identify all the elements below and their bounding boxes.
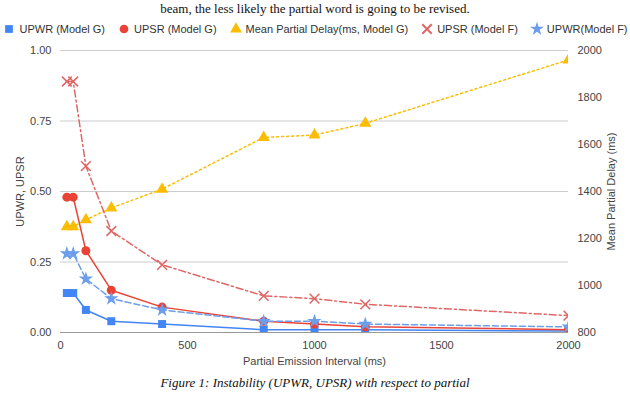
svg-text:Partial Emission Interval (ms): Partial Emission Interval (ms) [243, 355, 386, 367]
svg-text:0.00: 0.00 [30, 326, 51, 338]
svg-text:2000: 2000 [556, 339, 580, 351]
html-text:Mean Partial Delay(ms, Model G: Mean Partial Delay(ms, Model G) [245, 23, 409, 35]
html-text:beam, the less likely the part: beam, the less likely the partial word i… [160, 1, 470, 16]
svg-text:1800: 1800 [578, 91, 602, 103]
svg-text:500: 500 [178, 339, 196, 351]
svg-text:800: 800 [578, 326, 596, 338]
html-text:UPWR (Model G): UPWR (Model G) [19, 23, 105, 35]
svg-text:1000: 1000 [302, 339, 326, 351]
svg-text:1200: 1200 [578, 232, 602, 244]
svg-text:1400: 1400 [578, 185, 602, 197]
svg-text:Mean Partial Delay (ms): Mean Partial Delay (ms) [605, 133, 617, 251]
svg-text:0.75: 0.75 [30, 115, 51, 127]
html-text:UPSR (Model G): UPSR (Model G) [134, 23, 217, 35]
svg-text:0.50: 0.50 [30, 185, 51, 197]
html-text:UPWR(Model F): UPWR(Model F) [546, 23, 628, 35]
svg-text:UPWR, UPSR: UPWR, UPSR [14, 156, 26, 226]
svg-text:1500: 1500 [429, 339, 453, 351]
html-text:UPSR (Model F): UPSR (Model F) [437, 23, 518, 35]
svg-text:1600: 1600 [578, 138, 602, 150]
svg-text:2000: 2000 [578, 44, 602, 56]
svg-text:1.00: 1.00 [30, 44, 51, 56]
svg-text:0.25: 0.25 [30, 256, 51, 268]
html-text:Figure 1: Instability (UPWR, U: Figure 1: Instability (UPWR, UPSR) with … [160, 375, 470, 390]
svg-text:0: 0 [57, 339, 63, 351]
svg-text:1000: 1000 [578, 279, 602, 291]
